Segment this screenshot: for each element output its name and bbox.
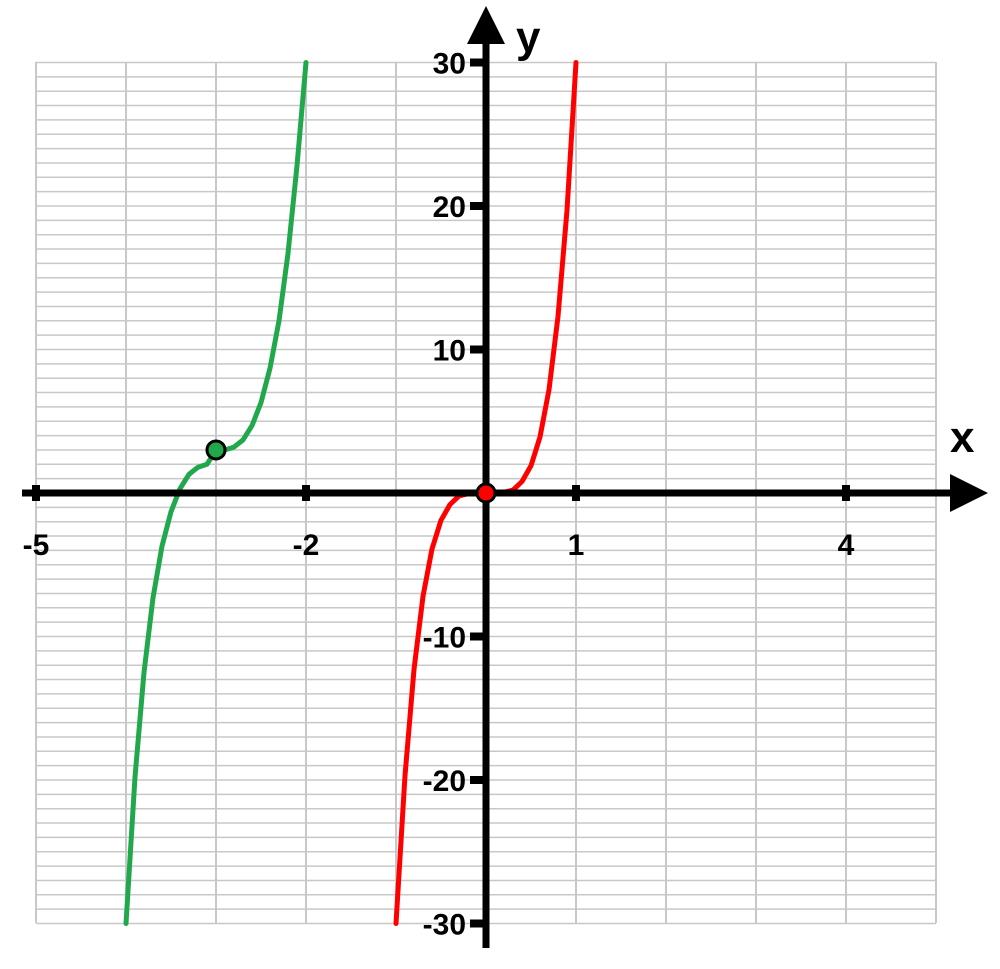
y-tick-label: -30: [423, 909, 466, 942]
y-axis-arrow: [467, 6, 505, 44]
x-tick-mark: [842, 485, 850, 501]
y-tick-mark: [470, 919, 486, 928]
x-tick-mark: [572, 485, 580, 501]
y-tick-label: 10: [433, 335, 466, 368]
y-tick-mark: [470, 58, 486, 67]
x-axis-arrow: [950, 474, 988, 512]
y-tick-mark: [470, 632, 486, 641]
x-tick-label: -5: [23, 529, 50, 562]
x-tick-mark: [32, 485, 40, 501]
x-axis-title: x: [950, 413, 975, 462]
y-tick-mark: [470, 202, 486, 210]
y-tick-mark: [470, 776, 486, 784]
x-tick-label: -2: [293, 529, 320, 562]
marked-point-series-1: [205, 439, 227, 461]
y-tick-label: -20: [423, 765, 466, 798]
ticks: -5 -2 1 4 30 20 10 -10 -20 -30: [23, 48, 855, 942]
y-tick-mark: [470, 345, 486, 354]
x-tick-label: 4: [838, 529, 855, 562]
marked-point-series-2: [475, 482, 497, 504]
y-tick-label: -10: [423, 622, 466, 655]
x-tick-label: 1: [568, 529, 585, 562]
marked-points: [205, 439, 497, 504]
y-tick-label: 30: [433, 48, 466, 81]
x-tick-mark: [302, 485, 310, 501]
axes: [22, 6, 988, 948]
y-tick-label: 20: [433, 191, 466, 224]
y-axis-title: y: [516, 13, 541, 62]
